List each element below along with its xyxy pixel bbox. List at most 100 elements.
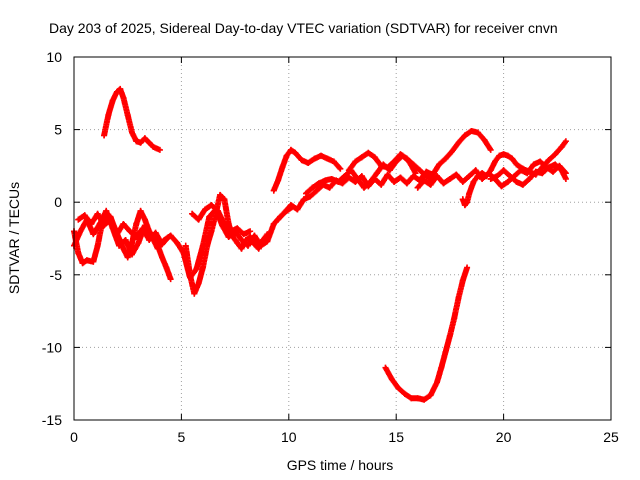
data-point	[309, 184, 316, 191]
data-point	[318, 152, 325, 159]
series-arc-10	[345, 149, 436, 184]
x-tick-label: 5	[178, 429, 186, 445]
data-point	[182, 242, 189, 249]
data-point	[360, 184, 367, 191]
data-point	[434, 173, 441, 180]
x-tick-label: 15	[388, 429, 404, 445]
y-tick-label: -5	[50, 267, 63, 283]
data-point	[446, 175, 453, 182]
data-point	[227, 228, 234, 235]
data-point	[94, 210, 101, 217]
data-point	[88, 220, 95, 227]
data-point	[163, 264, 170, 271]
series-markers	[382, 265, 470, 403]
data-point	[146, 139, 153, 146]
data-point	[124, 254, 131, 261]
series-arc-5	[182, 191, 271, 297]
data-point	[459, 196, 466, 203]
data-point	[101, 132, 108, 139]
data-point	[287, 202, 294, 209]
data-point	[378, 181, 385, 188]
data-point	[468, 128, 475, 135]
y-tick-label: 5	[54, 122, 62, 138]
data-point	[562, 175, 569, 182]
data-point	[455, 139, 462, 146]
data-point	[128, 129, 135, 136]
data-point	[206, 213, 213, 220]
data-point	[279, 164, 286, 171]
data-point	[307, 193, 314, 200]
data-point	[545, 157, 552, 164]
data-point	[322, 177, 329, 184]
data-point	[264, 231, 271, 238]
data-point	[122, 236, 129, 243]
data-point	[562, 138, 569, 145]
data-point	[133, 220, 140, 227]
data-point	[311, 155, 318, 162]
data-point	[128, 251, 135, 258]
data-point	[416, 167, 423, 174]
data-point	[174, 239, 181, 246]
data-point	[103, 207, 110, 214]
axis-ticks: 0 5 10 15 20 25 -15 -10 -5 0 5 10	[42, 49, 619, 445]
data-point	[159, 254, 166, 261]
data-point	[326, 184, 333, 191]
data-point	[191, 290, 198, 297]
data-point	[251, 232, 258, 239]
series-arc-14	[382, 264, 471, 403]
data-point	[240, 231, 247, 238]
data-point	[247, 234, 254, 241]
data-point	[292, 149, 299, 156]
data-point	[472, 167, 479, 174]
data-point	[146, 236, 153, 243]
series-arc-12	[459, 138, 569, 209]
data-point	[401, 390, 408, 397]
data-point	[438, 364, 445, 371]
data-point	[345, 174, 352, 181]
data-point	[552, 151, 559, 158]
data-point	[395, 385, 402, 392]
data-point	[474, 173, 481, 180]
grid	[74, 57, 611, 420]
data-point	[337, 165, 344, 172]
data-point	[202, 206, 209, 213]
data-point	[135, 239, 142, 246]
data-point	[105, 112, 112, 119]
series-arc-6	[189, 202, 254, 238]
data-point	[513, 161, 520, 168]
data-point	[440, 180, 447, 187]
data-point	[117, 85, 124, 92]
data-point	[466, 190, 473, 197]
data-point	[552, 161, 559, 168]
data-point	[352, 158, 359, 165]
data-point	[275, 177, 282, 184]
data-point	[500, 167, 507, 174]
data-point	[159, 241, 166, 248]
data-point	[313, 187, 320, 194]
data-point	[365, 149, 372, 156]
data-point	[427, 392, 434, 399]
x-axis-label: GPS time / hours	[287, 457, 394, 473]
data-point	[335, 178, 342, 185]
data-point	[446, 332, 453, 339]
data-point	[494, 173, 501, 180]
data-point	[330, 158, 337, 165]
data-point	[90, 258, 97, 265]
data-point	[221, 196, 228, 203]
data-point	[120, 245, 127, 252]
data-point	[421, 396, 428, 403]
data-point	[141, 135, 148, 142]
data-point	[434, 379, 441, 386]
data-point	[442, 348, 449, 355]
data-point	[283, 152, 290, 159]
data-point	[414, 184, 421, 191]
data-point	[90, 231, 97, 238]
data-point	[371, 154, 378, 161]
data-point	[298, 157, 305, 164]
data-point	[403, 180, 410, 187]
data-point	[315, 180, 322, 187]
data-point	[255, 245, 262, 252]
data-point	[354, 175, 361, 182]
data-point	[221, 220, 228, 227]
